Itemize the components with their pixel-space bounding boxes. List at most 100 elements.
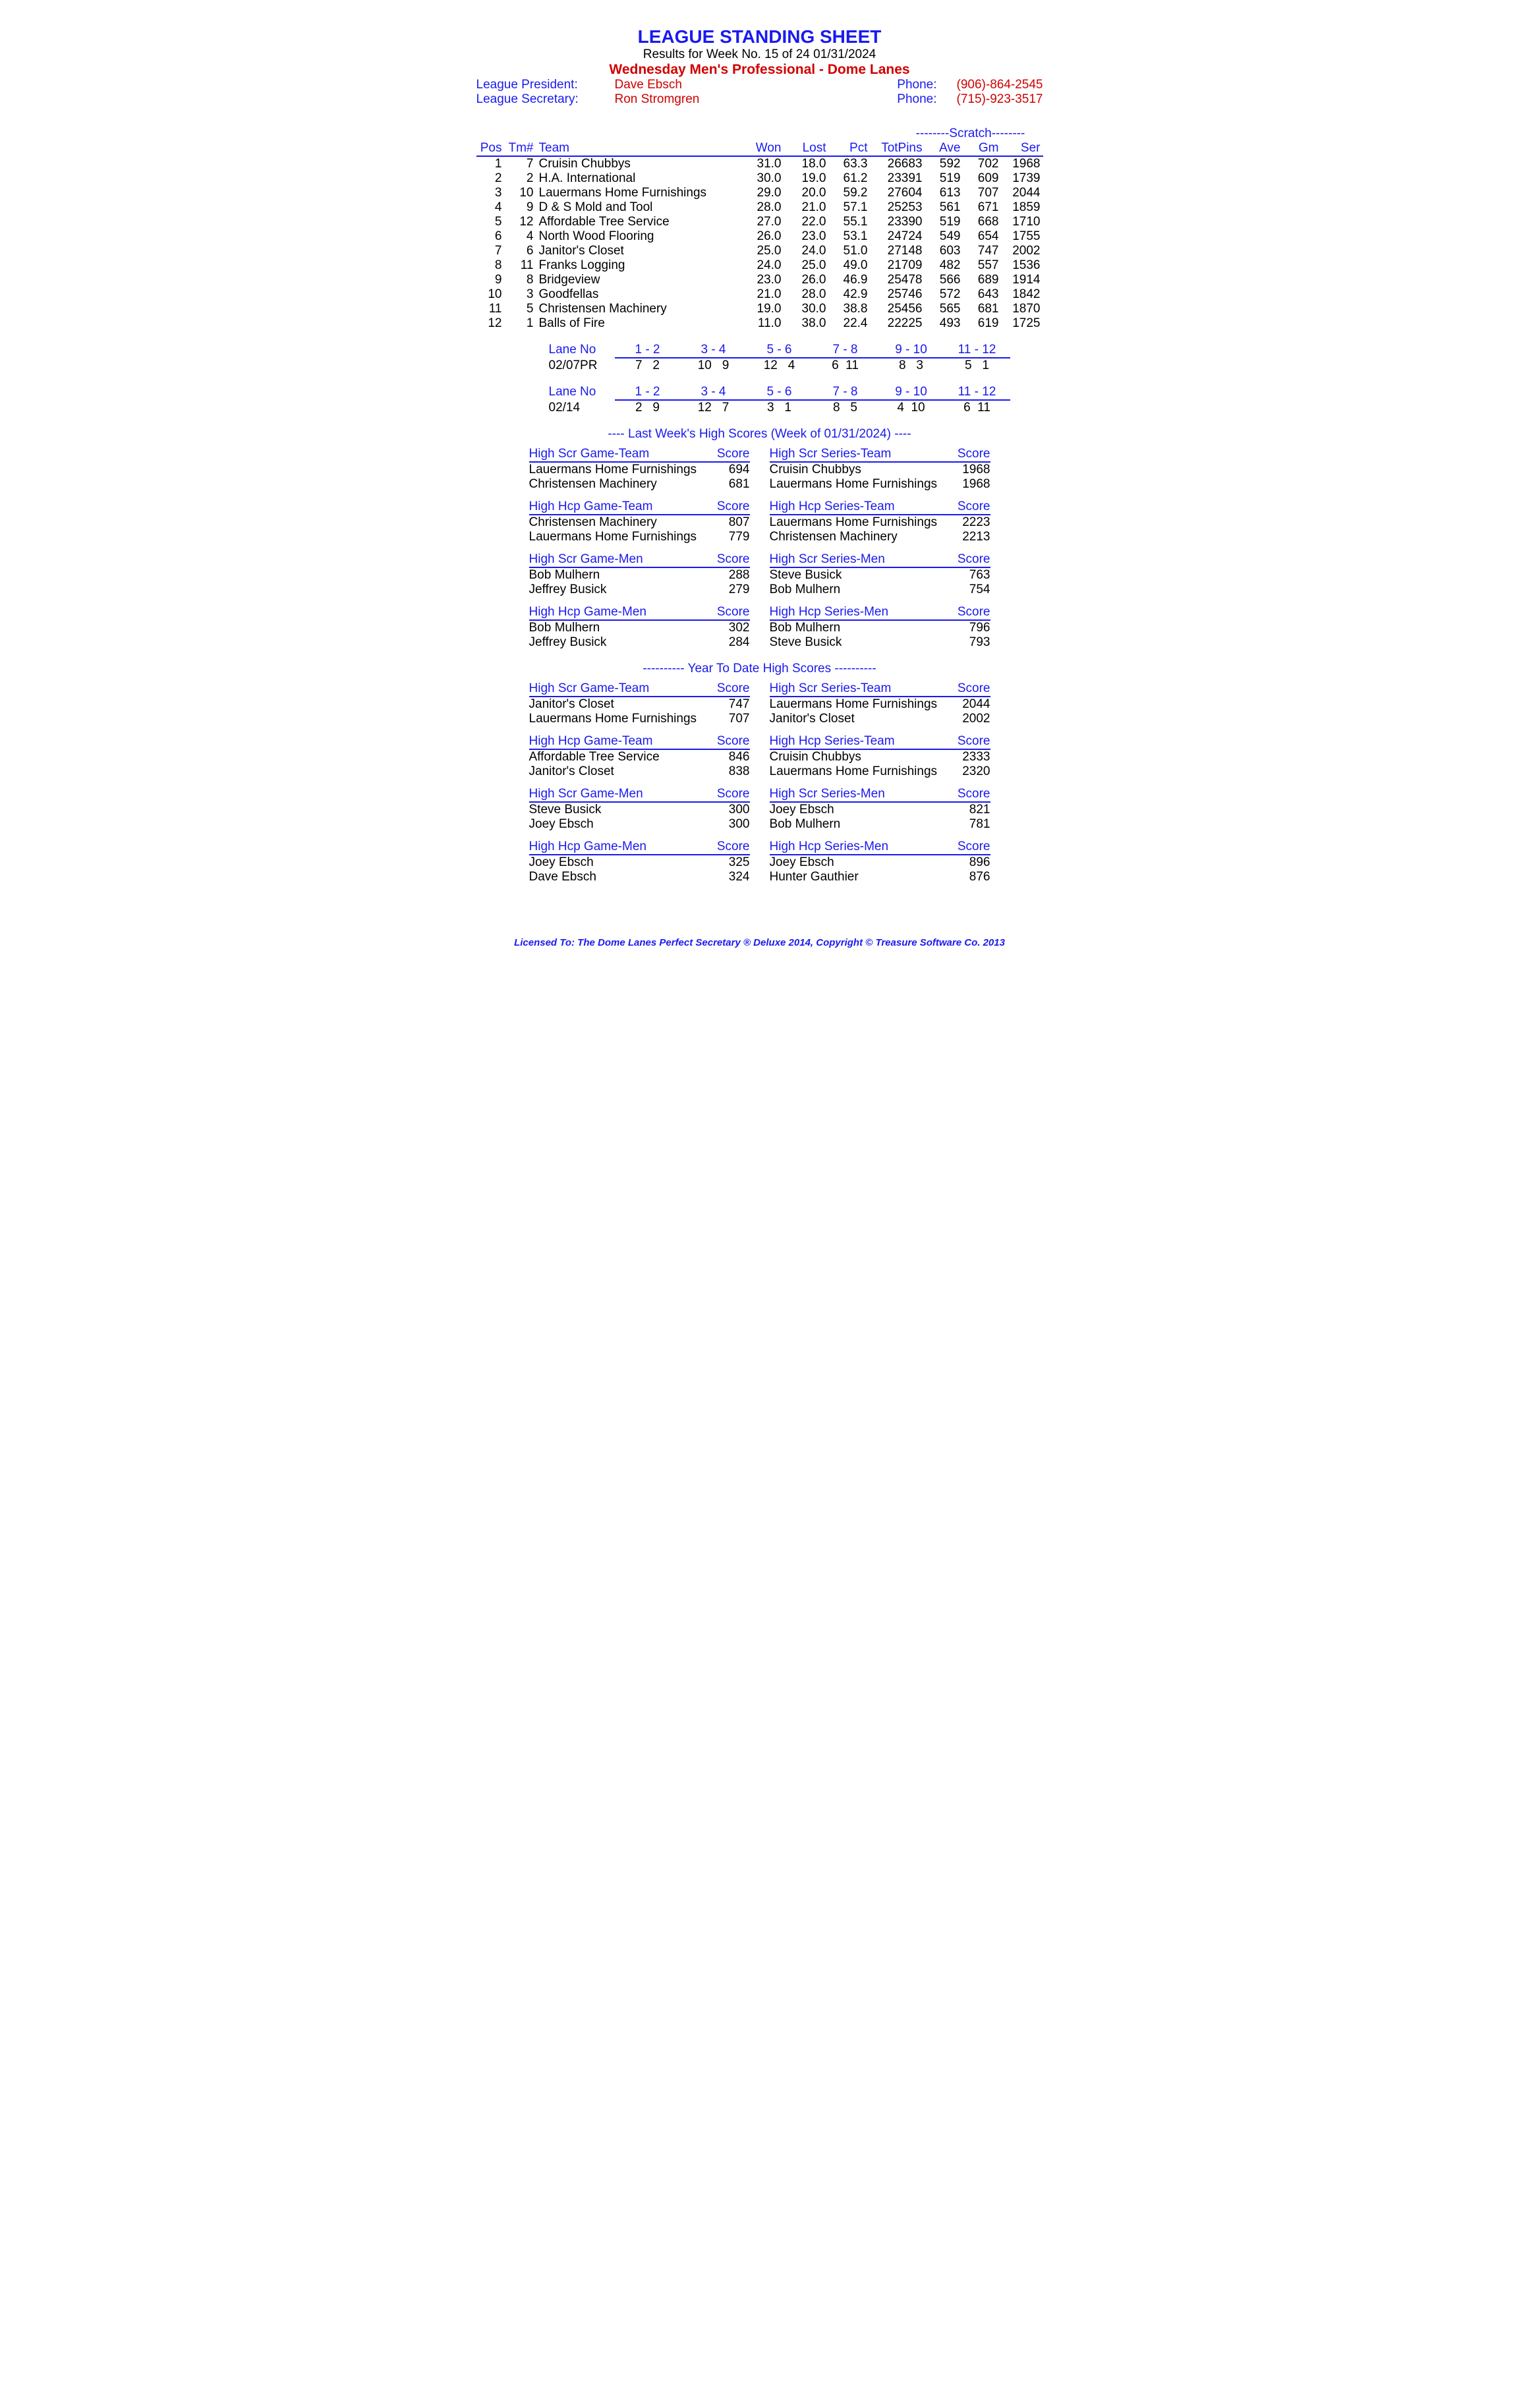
lane-pair-header: 9 - 10	[878, 385, 944, 401]
hs-name: Joey Ebsch	[770, 803, 834, 817]
cell-team: North Wood Flooring	[536, 229, 739, 244]
cell-ave: 493	[925, 316, 963, 331]
cell-won: 27.0	[739, 215, 784, 229]
lane-pair-value: 5 1	[944, 358, 1010, 373]
hs-entry: Jeffrey Busick284	[529, 635, 750, 650]
cell-pct: 63.3	[829, 156, 871, 171]
cell-tot: 24724	[871, 229, 925, 244]
secretary-phone-label: Phone:	[897, 92, 936, 107]
hs-score: 779	[729, 530, 750, 544]
cell-team: D & S Mold and Tool	[536, 200, 739, 215]
cell-team: Christensen Machinery	[536, 302, 739, 316]
high-score-row: High Hcp Game-TeamScoreAffordable Tree S…	[529, 734, 990, 779]
cell-won: 19.0	[739, 302, 784, 316]
hs-category: High Hcp Game-Team	[529, 734, 653, 749]
cell-pct: 53.1	[829, 229, 871, 244]
hs-score: 681	[729, 477, 750, 492]
cell-won: 29.0	[739, 186, 784, 200]
sched1-date: 02/07PR	[549, 358, 615, 373]
cell-ave: 565	[925, 302, 963, 316]
league-name: Wednesday Men's Professional - Dome Lane…	[476, 62, 1043, 78]
hs-name: Joey Ebsch	[529, 855, 594, 870]
high-score-row: High Scr Game-TeamScoreJanitor's Closet7…	[529, 681, 990, 726]
cell-pct: 49.0	[829, 258, 871, 273]
cell-gm: 702	[963, 156, 1002, 171]
cell-pos: 9	[476, 273, 505, 287]
hs-category: High Scr Series-Men	[770, 552, 885, 567]
president-label: League President:	[476, 78, 595, 92]
col-gm: Gm	[963, 141, 1002, 156]
high-score-row: High Hcp Game-MenScoreBob Mulhern302Jeff…	[529, 605, 990, 650]
hs-category: High Scr Series-Team	[770, 681, 892, 696]
hs-category: High Hcp Game-Team	[529, 500, 653, 514]
lane-pair-header: 7 - 8	[813, 385, 878, 401]
hs-score: 1968	[962, 477, 990, 492]
hs-name: Lauermans Home Furnishings	[529, 463, 697, 477]
cell-ave: 572	[925, 287, 963, 302]
hs-name: Jeffrey Busick	[529, 583, 607, 597]
cell-pos: 10	[476, 287, 505, 302]
high-score-header: High Hcp Series-MenScore	[770, 840, 990, 855]
hs-name: Bob Mulhern	[770, 621, 841, 635]
secretary-phone: (715)-923-3517	[957, 92, 1043, 107]
cell-lost: 30.0	[784, 302, 829, 316]
lane-pair-value: 12 4	[747, 358, 813, 373]
high-score-col: High Scr Series-TeamScoreCruisin Chubbys…	[770, 447, 990, 492]
cell-tot: 25478	[871, 273, 925, 287]
hs-score: 876	[969, 870, 990, 884]
hs-score: 747	[729, 697, 750, 712]
cell-ser: 1755	[1002, 229, 1043, 244]
cell-gm: 643	[963, 287, 1002, 302]
cell-gm: 681	[963, 302, 1002, 316]
hs-category: High Hcp Game-Men	[529, 605, 646, 619]
high-score-col: High Scr Series-TeamScoreLauermans Home …	[770, 681, 990, 726]
high-score-header: High Scr Game-TeamScore	[529, 681, 750, 697]
hs-entry: Janitor's Closet838	[529, 764, 750, 779]
hs-score: 2044	[962, 697, 990, 712]
hs-score: 300	[729, 803, 750, 817]
hs-entry: Janitor's Closet2002	[770, 712, 990, 726]
hs-entry: Steve Busick763	[770, 568, 990, 583]
cell-lost: 21.0	[784, 200, 829, 215]
cell-pos: 2	[476, 171, 505, 186]
hs-name: Dave Ebsch	[529, 870, 596, 884]
lane-pair-header: 11 - 12	[944, 343, 1010, 358]
lane-pair-header: 3 - 4	[681, 385, 747, 401]
cell-tm: 7	[505, 156, 536, 171]
cell-gm: 671	[963, 200, 1002, 215]
hs-entry: Bob Mulhern288	[529, 568, 750, 583]
hs-score-label: Score	[958, 500, 990, 514]
hs-score: 2223	[962, 515, 990, 530]
hs-score-label: Score	[717, 734, 750, 749]
scratch-header: --------Scratch--------	[898, 127, 1043, 141]
hs-name: Lauermans Home Furnishings	[529, 530, 697, 544]
high-score-row: High Hcp Game-Team Score Christensen Machi…	[529, 500, 990, 544]
lane-pair-value: 6 11	[944, 401, 1010, 415]
hs-name: Steve Busick	[770, 635, 842, 650]
hs-score: 2002	[962, 712, 990, 726]
hs-score-label: Score	[958, 734, 990, 749]
high-score-header: High Hcp Series-TeamScore	[770, 500, 990, 515]
hs-name: Christensen Machinery	[529, 515, 657, 530]
cell-tm: 11	[505, 258, 536, 273]
cell-ave: 603	[925, 244, 963, 258]
high-score-col: High Scr Game-MenScoreSteve Busick300Joe…	[529, 787, 750, 832]
cell-tm: 8	[505, 273, 536, 287]
cell-pct: 38.8	[829, 302, 871, 316]
lane-pair-value: 4 10	[878, 401, 944, 415]
hs-score: 302	[729, 621, 750, 635]
col-lost: Lost	[784, 141, 829, 156]
cell-ser: 1968	[1002, 156, 1043, 171]
lane-pair-header: 9 - 10	[878, 343, 944, 358]
cell-lost: 19.0	[784, 171, 829, 186]
hs-name: Cruisin Chubbys	[770, 463, 861, 477]
president-name: Dave Ebsch	[615, 78, 682, 92]
cell-won: 24.0	[739, 258, 784, 273]
high-score-col: High Scr Series-MenScoreSteve Busick763B…	[770, 552, 990, 597]
hs-entry: Janitor's Closet747	[529, 697, 750, 712]
hs-entry: Joey Ebsch896	[770, 855, 990, 870]
hs-score-label: Score	[717, 840, 750, 854]
lane-schedule-1: Lane No 1 - 23 - 45 - 67 - 89 - 1011 - 1…	[549, 343, 1043, 373]
cell-lost: 22.0	[784, 215, 829, 229]
cell-team: Janitor's Closet	[536, 244, 739, 258]
